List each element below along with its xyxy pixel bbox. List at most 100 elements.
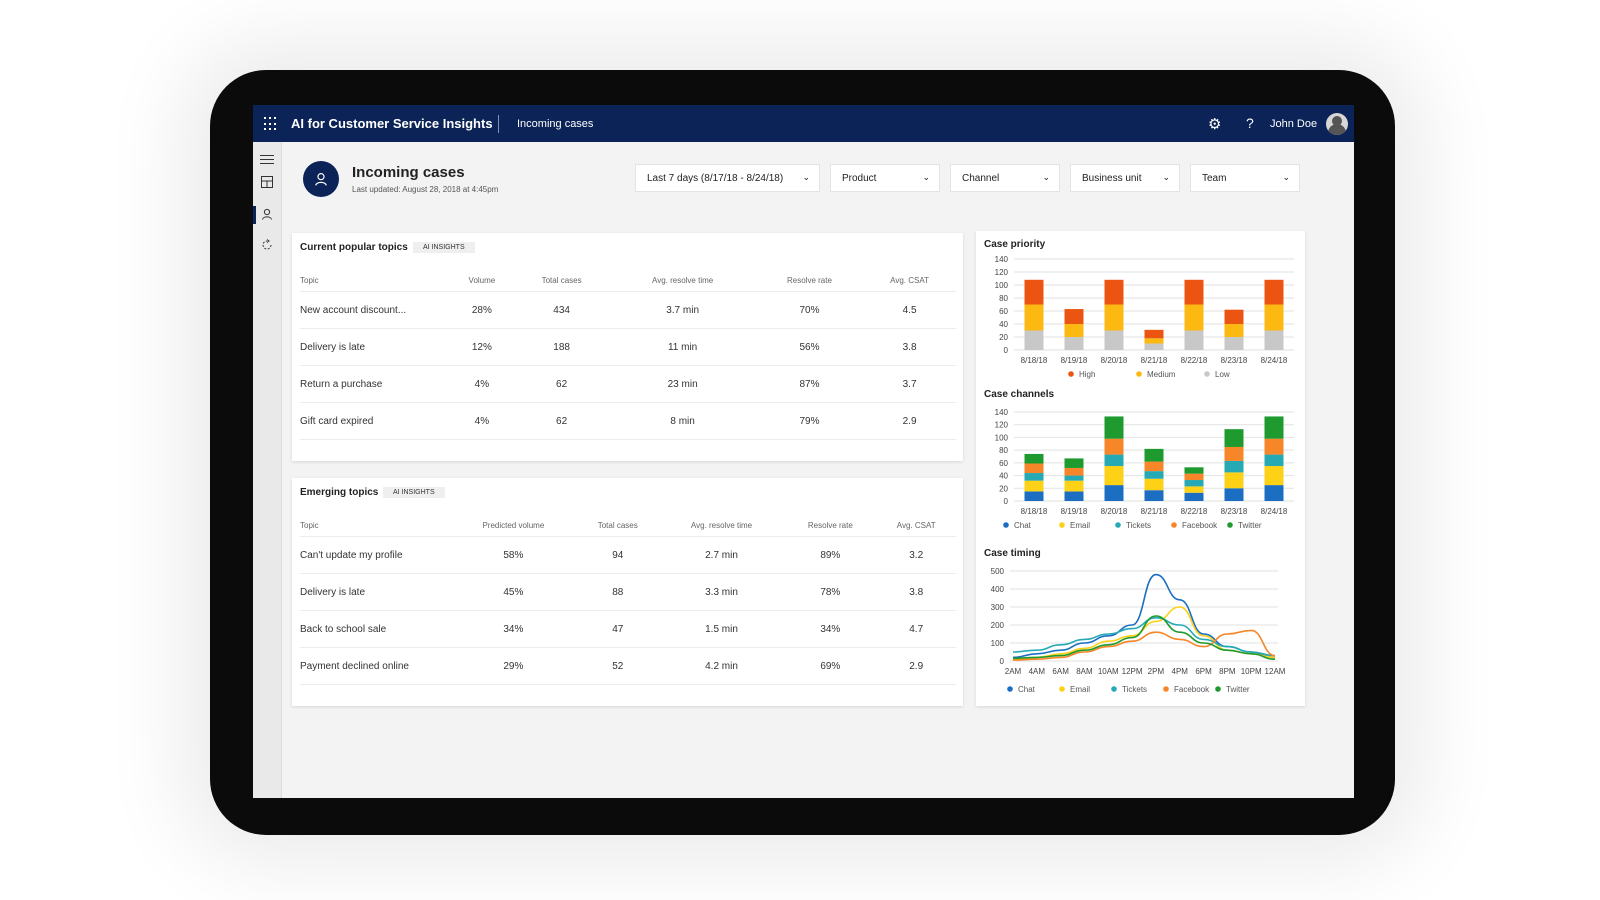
- legend-label: Twitter: [1238, 521, 1262, 530]
- x-tick-label: 6PM: [1195, 667, 1212, 676]
- x-tick-label: 8/21/18: [1141, 356, 1168, 365]
- total-cases-cell: 88: [576, 573, 659, 611]
- bar-segment: [1144, 338, 1164, 344]
- column-header[interactable]: Topic: [300, 514, 450, 537]
- resolve-time-cell: 3.3 min: [658, 573, 785, 611]
- x-tick-label: 8/22/18: [1181, 356, 1208, 365]
- series-line: [1012, 573, 1276, 659]
- csat-cell: 2.9: [876, 647, 956, 685]
- bar-segment: [1264, 416, 1284, 439]
- table-header-row: Topic Predicted volume Total cases Avg. …: [300, 514, 956, 537]
- channel-filter[interactable]: Channel ⌄: [950, 164, 1060, 192]
- gear-icon[interactable]: ⚙: [1208, 116, 1222, 133]
- legend-marker: [1059, 522, 1065, 528]
- x-tick-label: 8/21/18: [1141, 507, 1168, 516]
- legend-label: Email: [1070, 521, 1090, 530]
- legend-marker: [1171, 522, 1177, 528]
- topic-cell: Return a purchase: [300, 365, 450, 403]
- resolve-time-cell: 23 min: [609, 365, 756, 403]
- legend-marker: [1111, 686, 1117, 692]
- column-header[interactable]: Avg. resolve time: [609, 269, 756, 292]
- bar-segment: [1064, 475, 1084, 481]
- y-tick-label: 60: [999, 307, 1008, 316]
- hamburger-icon[interactable]: [260, 152, 274, 166]
- column-header[interactable]: Avg. resolve time: [658, 514, 785, 537]
- resolve-rate-cell: 56%: [755, 328, 864, 366]
- popular-topics-card: Current popular topics AI INSIGHTS Topic…: [292, 233, 963, 461]
- volume-cell: 34%: [450, 610, 577, 648]
- page-person-icon: [303, 161, 339, 197]
- bar-segment: [1184, 473, 1204, 481]
- business-unit-filter[interactable]: Business unit ⌄: [1070, 164, 1180, 192]
- total-cases-cell: 188: [513, 328, 610, 366]
- column-header[interactable]: Predicted volume: [450, 514, 577, 537]
- help-icon[interactable]: ?: [1246, 115, 1254, 131]
- legend-marker: [1163, 686, 1169, 692]
- x-tick-label: 8AM: [1076, 667, 1093, 676]
- user-name[interactable]: John Doe: [1270, 118, 1318, 130]
- table-row[interactable]: Return a purchase 4% 62 23 min 87% 3.7: [300, 365, 956, 403]
- team-filter[interactable]: Team ⌄: [1190, 164, 1300, 192]
- x-tick-label: 8/18/18: [1021, 507, 1048, 516]
- legend-label: Chat: [1014, 521, 1032, 530]
- bar-segment: [1184, 480, 1204, 487]
- product-filter[interactable]: Product ⌄: [830, 164, 940, 192]
- table-row[interactable]: Gift card expired 4% 62 8 min 79% 2.9: [300, 402, 956, 440]
- date-range-filter[interactable]: Last 7 days (8/17/18 - 8/24/18) ⌄: [635, 164, 820, 192]
- bar-segment: [1144, 329, 1164, 339]
- table-row[interactable]: Delivery is late 45% 88 3.3 min 78% 3.8: [300, 573, 956, 611]
- column-header[interactable]: Total cases: [513, 269, 610, 292]
- breadcrumb[interactable]: Incoming cases: [517, 118, 594, 130]
- bar-segment: [1024, 304, 1044, 331]
- avatar[interactable]: [1326, 113, 1348, 135]
- bar-segment: [1264, 330, 1284, 350]
- bar-segment: [1104, 330, 1124, 350]
- x-tick-label: 10AM: [1098, 667, 1119, 676]
- legend-marker: [1068, 371, 1074, 377]
- bar-segment: [1184, 492, 1204, 501]
- bar-segment: [1224, 446, 1244, 461]
- person-icon[interactable]: [260, 208, 274, 222]
- chevron-down-icon: ⌄: [1282, 172, 1290, 182]
- legend-label: Chat: [1018, 685, 1036, 694]
- app-title[interactable]: AI for Customer Service Insights: [291, 116, 493, 131]
- table-row[interactable]: Payment declined online 29% 52 4.2 min 6…: [300, 647, 956, 685]
- total-cases-cell: 434: [513, 291, 610, 329]
- card-title: Current popular topics: [300, 242, 408, 253]
- y-tick-label: 300: [991, 603, 1005, 612]
- volume-cell: 29%: [450, 647, 577, 685]
- column-header[interactable]: Avg. CSAT: [876, 514, 956, 537]
- column-header[interactable]: Avg. CSAT: [863, 269, 956, 292]
- case-timing-chart: 0 100 200 300 400 500 2AM 4AM 6AM 8AM 10AM 12PM 2PM 4…: [991, 567, 1286, 694]
- table-row[interactable]: New account discount... 28% 434 3.7 min …: [300, 291, 956, 329]
- y-tick-label: 40: [999, 472, 1008, 481]
- volume-cell: 58%: [450, 536, 577, 574]
- table-row[interactable]: Can't update my profile 58% 94 2.7 min 8…: [300, 536, 956, 574]
- column-header[interactable]: Resolve rate: [755, 269, 864, 292]
- total-cases-cell: 94: [576, 536, 659, 574]
- refresh-icon[interactable]: [260, 239, 274, 253]
- legend-marker: [1003, 522, 1009, 528]
- y-tick-label: 0: [1004, 346, 1009, 355]
- app-screen: AI for Customer Service Insights Incomin…: [253, 105, 1354, 798]
- series-line: [1012, 616, 1276, 657]
- bar-segment: [1104, 279, 1124, 305]
- column-header[interactable]: Total cases: [576, 514, 659, 537]
- table-row[interactable]: Back to school sale 34% 47 1.5 min 34% 4…: [300, 610, 956, 648]
- legend-marker: [1204, 371, 1210, 377]
- x-tick-label: 8/20/18: [1101, 356, 1128, 365]
- legend-marker: [1215, 686, 1221, 692]
- bar-segment: [1024, 491, 1044, 501]
- column-header[interactable]: Resolve rate: [784, 514, 877, 537]
- case-priority-chart: 0 20 40 60 80 100 120 140 8/18/18 8/19/18 8/20/18 8…: [995, 255, 1294, 379]
- bar-segment: [1264, 485, 1284, 501]
- table-row[interactable]: Delivery is late 12% 188 11 min 56% 3.8: [300, 328, 956, 366]
- topic-cell: Delivery is late: [300, 573, 450, 611]
- topic-cell: Delivery is late: [300, 328, 450, 366]
- column-header[interactable]: Topic: [300, 269, 450, 292]
- app-launcher-icon[interactable]: [264, 117, 278, 131]
- column-header[interactable]: Volume: [450, 269, 514, 292]
- dashboard-icon[interactable]: [260, 176, 274, 190]
- csat-cell: 3.7: [863, 365, 956, 403]
- resolve-rate-cell: 89%: [784, 536, 877, 574]
